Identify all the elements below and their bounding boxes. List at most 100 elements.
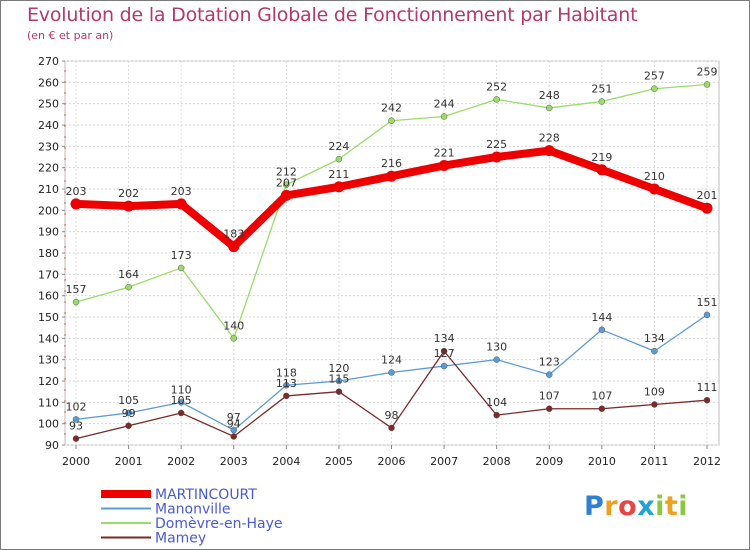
data-label: 144 — [591, 311, 612, 324]
x-tick-label: 2003 — [220, 455, 248, 468]
x-tick-label: 2008 — [483, 455, 511, 468]
data-point — [388, 369, 395, 376]
y-tick-label: 90 — [45, 439, 59, 452]
data-point — [598, 98, 606, 105]
data-label: 251 — [591, 83, 612, 96]
chart-title: Evolution de la Dotation Globale de Fonc… — [27, 4, 638, 26]
data-point — [335, 388, 343, 395]
data-label: 113 — [276, 377, 297, 390]
x-tick-label: 2006 — [378, 455, 406, 468]
data-point — [598, 405, 606, 412]
data-point — [493, 96, 500, 103]
data-label: 115 — [328, 373, 349, 386]
data-label: 140 — [223, 319, 244, 332]
data-label: 109 — [644, 385, 665, 398]
data-point — [546, 104, 553, 112]
data-point — [333, 181, 345, 193]
data-label: 221 — [434, 147, 455, 160]
data-point — [125, 283, 132, 291]
data-label: 212 — [276, 166, 297, 179]
x-tick-label: 2010 — [588, 455, 616, 468]
y-tick-label: 200 — [38, 204, 59, 217]
data-point — [230, 335, 237, 342]
data-point — [491, 151, 503, 163]
data-label: 259 — [697, 65, 718, 78]
logo-letter-i: i — [655, 491, 665, 522]
data-label: 210 — [644, 170, 665, 183]
data-label: 225 — [486, 138, 507, 151]
data-label: 134 — [644, 332, 665, 345]
data-label: 111 — [697, 381, 718, 394]
logo-letter-i2: i — [678, 491, 689, 522]
data-label: 224 — [328, 140, 349, 153]
data-label: 130 — [486, 341, 507, 354]
y-tick-label: 170 — [38, 268, 59, 281]
y-tick-label: 100 — [38, 418, 59, 431]
data-point — [543, 145, 555, 157]
data-point — [703, 396, 711, 404]
data-label: 127 — [434, 347, 455, 360]
legend-label: Mamey — [155, 531, 206, 547]
data-point — [388, 117, 395, 124]
data-label: 105 — [118, 394, 139, 407]
data-label: 97 — [227, 411, 241, 424]
x-tick-label: 2000 — [62, 455, 90, 468]
data-label: 124 — [381, 353, 402, 366]
data-point — [283, 392, 290, 400]
data-point — [546, 405, 553, 412]
data-point — [651, 347, 658, 355]
logo-letter-r: r — [604, 491, 619, 522]
data-label: 157 — [66, 283, 87, 296]
data-point — [440, 362, 448, 370]
data-label: 228 — [539, 132, 560, 145]
data-point — [386, 170, 397, 182]
y-tick-label: 210 — [38, 183, 59, 196]
data-label: 123 — [539, 356, 560, 369]
data-point — [70, 198, 82, 210]
data-label: 219 — [591, 151, 612, 164]
data-point — [388, 424, 395, 432]
legend-label: MARTINCOURT — [155, 487, 257, 503]
data-label: 183 — [223, 228, 244, 241]
data-label: 203 — [171, 185, 192, 198]
data-point — [228, 241, 240, 253]
logo-letter-o: o — [618, 491, 638, 522]
data-point — [125, 422, 132, 430]
data-point — [125, 409, 132, 417]
data-point — [651, 401, 658, 408]
data-label: 257 — [644, 70, 665, 83]
y-tick-label: 240 — [38, 119, 59, 132]
x-tick-label: 2004 — [272, 455, 300, 468]
data-point — [230, 426, 237, 434]
data-label: 211 — [328, 168, 349, 181]
data-label: 110 — [171, 383, 192, 396]
y-tick-label: 270 — [38, 55, 59, 68]
y-tick-label: 110 — [38, 396, 59, 409]
x-tick-label: 2002 — [167, 455, 195, 468]
y-tick-label: 130 — [38, 354, 59, 367]
data-point — [123, 200, 135, 212]
data-label: 248 — [539, 89, 560, 102]
data-label: 252 — [486, 80, 507, 93]
data-point — [438, 160, 450, 172]
x-tick-label: 2005 — [325, 455, 353, 468]
data-label: 104 — [486, 396, 507, 409]
data-label: 151 — [697, 296, 718, 309]
data-label: 107 — [539, 390, 560, 403]
data-point — [546, 371, 553, 378]
data-point — [701, 202, 713, 214]
data-point — [72, 298, 80, 306]
legend-label: Manonville — [155, 502, 231, 518]
data-point — [651, 85, 658, 92]
x-tick-label: 2011 — [640, 455, 668, 468]
data-label: 216 — [381, 157, 402, 170]
data-point — [283, 382, 290, 389]
data-label: 201 — [697, 189, 718, 202]
logo-letter-x: x — [637, 491, 656, 522]
y-tick-label: 220 — [38, 162, 59, 175]
legend-label: Domèvre-en-Haye — [155, 516, 283, 532]
data-label: 242 — [381, 102, 402, 115]
data-point — [703, 311, 711, 319]
logo-letter-t: t — [664, 491, 679, 522]
